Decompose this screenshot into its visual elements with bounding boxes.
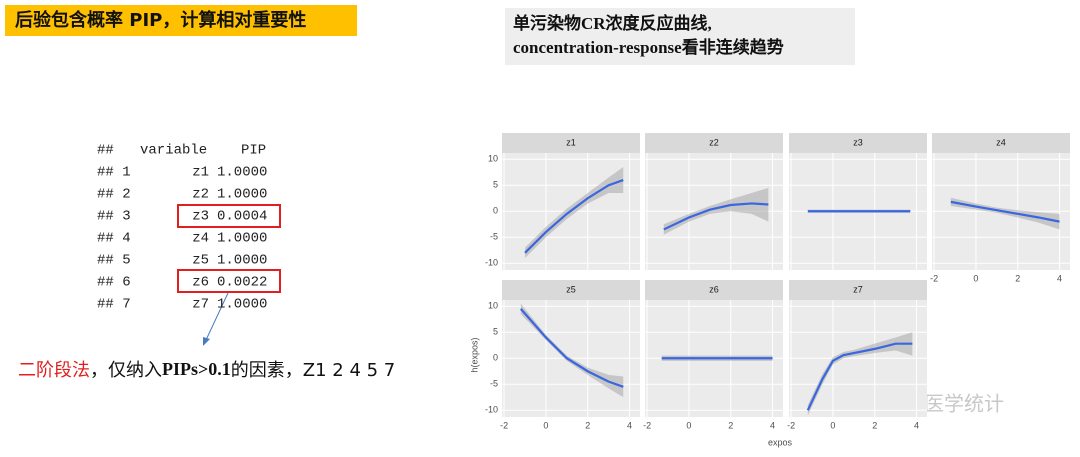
y-tick-label: -5 [490, 379, 498, 389]
note-highlight: 二阶段法 [18, 360, 90, 381]
title: 后验包含概率 PIP，计算相对重要性 [15, 9, 306, 31]
y-tick-label: -10 [485, 405, 498, 415]
table-cell: ## 6 [97, 275, 131, 291]
facet-strip [502, 280, 640, 300]
title-box [5, 5, 357, 36]
y-tick-label: 0 [493, 206, 498, 216]
table-cell: z3 [192, 209, 209, 225]
facet-strip [789, 133, 927, 153]
table-cell: z6 [192, 275, 209, 291]
table-cell: ## 1 [97, 165, 131, 181]
table-header: PIP [241, 143, 266, 159]
table-cell: z2 [192, 187, 209, 203]
x-tick-label: 0 [830, 420, 835, 430]
table-cell: ## 5 [97, 253, 131, 269]
arrow-head [203, 337, 210, 346]
y-tick-label: 10 [488, 301, 498, 311]
x-tick-label: 0 [973, 273, 978, 283]
x-tick-label: -2 [643, 420, 651, 430]
x-tick-label: 2 [872, 420, 877, 430]
table-cell: 1.0000 [217, 231, 267, 247]
facet-strip [645, 133, 783, 153]
x-tick-label: 2 [585, 420, 590, 430]
x-tick-label: 2 [1015, 273, 1020, 283]
curve [806, 342, 913, 411]
note-suffix: 的因素，Z1 2 4 5 7 [231, 360, 395, 381]
x-tick-label: 4 [770, 420, 775, 430]
table-cell: 1.0000 [217, 297, 267, 313]
note-text: ，仅纳入 [90, 360, 162, 381]
table-cell: 1.0000 [217, 165, 267, 181]
note: 二阶段法，仅纳入PIPs>0.1的因素，Z1 2 4 5 7 [18, 359, 395, 381]
table-cell: z7 [192, 297, 209, 313]
confidence-band [520, 303, 624, 398]
table-header: variable [140, 143, 207, 159]
facet-title: z3 [853, 137, 863, 147]
arrow [205, 292, 229, 341]
x-tick-label: 0 [686, 420, 691, 430]
confidence-band [807, 332, 913, 416]
table-cell: z4 [192, 231, 209, 247]
x-tick-label: -2 [500, 420, 508, 430]
y-axis-label: h(expos) [469, 337, 479, 372]
subtitle-line: 单污染物CR浓度反应曲线, [513, 13, 712, 33]
highlight-box [177, 269, 281, 293]
y-tick-label: 5 [493, 180, 498, 190]
facet-title: z4 [996, 137, 1006, 147]
subtitle-line: concentration-response看非连续趋势 [513, 37, 784, 57]
x-axis-label: expos [768, 437, 793, 447]
y-tick-label: -5 [490, 232, 498, 242]
x-tick-label: 4 [627, 420, 632, 430]
note-bold: PIPs>0.1 [162, 359, 231, 379]
facet-strip [502, 133, 640, 153]
table-cell: ## 7 [97, 297, 131, 313]
table-cell: 1.0000 [217, 187, 267, 203]
x-tick-label: -2 [787, 420, 795, 430]
x-tick-label: 0 [543, 420, 548, 430]
table-cell: ## 2 [97, 187, 131, 203]
curve [519, 308, 624, 388]
table-cell: z5 [192, 253, 209, 269]
table-header: ## [97, 143, 114, 159]
table-cell: 0.0004 [217, 209, 267, 225]
facet-strip [932, 133, 1070, 153]
facet-title: z2 [709, 137, 719, 147]
facet-strip [789, 280, 927, 300]
highlight-box [177, 204, 281, 228]
table-cell: ## 3 [97, 209, 131, 225]
x-tick-label: -2 [930, 273, 938, 283]
curve [950, 200, 1060, 223]
table-cell: ## 4 [97, 231, 131, 247]
table-cell: z1 [192, 165, 209, 181]
x-tick-label: 2 [728, 420, 733, 430]
facet-title: z1 [566, 137, 576, 147]
confidence-band [525, 167, 624, 259]
confidence-band [663, 187, 769, 235]
subtitle-box [505, 8, 855, 65]
x-tick-label: 4 [1057, 273, 1062, 283]
confidence-band [950, 197, 1060, 230]
table-cell: 0.0022 [217, 275, 267, 291]
facet-title: z7 [853, 284, 863, 294]
y-tick-label: -10 [485, 258, 498, 268]
facet-title: z6 [709, 284, 719, 294]
x-tick-label: 4 [914, 420, 919, 430]
y-tick-label: 5 [493, 327, 498, 337]
table-cell: 1.0000 [217, 253, 267, 269]
curve [524, 179, 624, 254]
y-tick-label: 10 [488, 154, 498, 164]
y-tick-label: 0 [493, 353, 498, 363]
curve [663, 202, 769, 231]
facet-strip [645, 280, 783, 300]
facet-title: z5 [566, 284, 576, 294]
